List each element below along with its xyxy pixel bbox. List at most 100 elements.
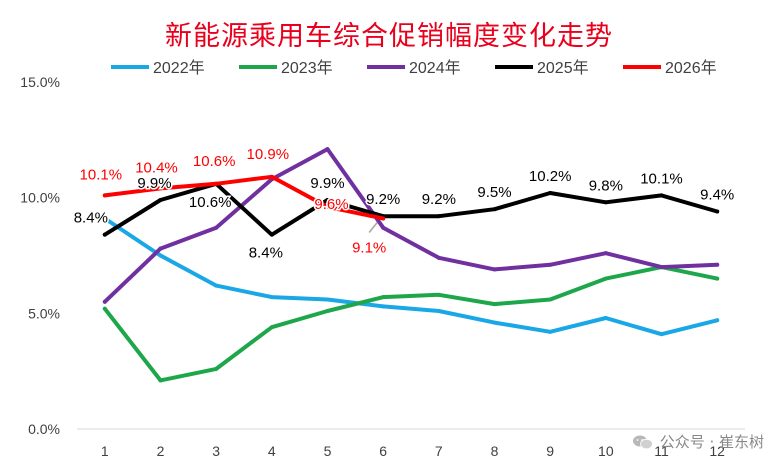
x-tick-label: 4 (268, 443, 276, 459)
data-label-2026: 10.6% (193, 153, 236, 170)
data-point (548, 191, 553, 196)
data-label-2025: 9.2% (422, 191, 456, 208)
data-label-2026: 10.1% (80, 166, 123, 183)
data-point (603, 276, 608, 281)
data-point (715, 209, 720, 214)
x-tick-label: 1 (101, 443, 109, 459)
data-point (102, 232, 107, 237)
data-point (325, 309, 330, 314)
legend-label: 2025年 (537, 59, 589, 77)
data-point (214, 283, 219, 288)
data-point (158, 197, 163, 202)
data-point (158, 253, 163, 258)
data-point (102, 193, 107, 198)
data-point (158, 186, 163, 191)
data-point (158, 246, 163, 251)
x-tick-label: 11 (654, 443, 669, 459)
y-tick-label: 0.0% (28, 421, 60, 437)
data-point (548, 262, 553, 267)
data-label-2025: 10.6% (189, 194, 232, 211)
x-tick-label: 10 (598, 443, 614, 459)
data-point (381, 304, 386, 309)
data-point (325, 147, 330, 152)
data-point (102, 306, 107, 311)
data-point (214, 366, 219, 371)
data-label-2026: 10.4% (135, 159, 178, 176)
data-point (269, 295, 274, 300)
data-label-2026: 9.1% (352, 239, 386, 256)
data-point (214, 181, 219, 186)
legend-label: 2024年 (409, 59, 461, 77)
data-point (436, 309, 441, 314)
data-point (102, 216, 107, 221)
data-label-2026: 10.9% (247, 146, 290, 163)
data-point (214, 225, 219, 230)
series-line-2022年 (102, 216, 720, 337)
x-tick-label: 5 (324, 443, 332, 459)
x-tick-label: 8 (491, 443, 499, 459)
data-label-2025: 9.5% (477, 184, 511, 201)
data-point (659, 265, 664, 270)
watermark-text: 公众号 · 崔东树 (659, 433, 764, 451)
data-point (492, 302, 497, 307)
data-point (102, 299, 107, 304)
data-point (436, 214, 441, 219)
y-tick-label: 5.0% (28, 305, 60, 321)
legend-label: 2026年 (665, 59, 717, 77)
y-tick-label: 15.0% (20, 74, 60, 90)
x-tick-label: 12 (709, 443, 725, 459)
x-tick-label: 2 (157, 443, 165, 459)
data-point (715, 318, 720, 323)
data-point (158, 378, 163, 383)
data-point (325, 297, 330, 302)
x-tick-label: 9 (546, 443, 554, 459)
data-point (492, 267, 497, 272)
watermark: 公众号 · 崔东树 (632, 431, 764, 452)
data-label-2025: 10.1% (640, 170, 683, 187)
data-point (492, 207, 497, 212)
data-label-2025: 9.9% (137, 175, 171, 192)
data-label-2025: 9.2% (366, 191, 400, 208)
data-point (492, 320, 497, 325)
data-point (436, 292, 441, 297)
data-point (381, 295, 386, 300)
data-point (603, 200, 608, 205)
x-tick-label: 3 (212, 443, 220, 459)
data-label-leader (368, 222, 378, 233)
data-point (269, 174, 274, 179)
series-line-2024年 (102, 147, 720, 304)
data-point (325, 204, 330, 209)
data-point (715, 262, 720, 267)
legend-label: 2023年 (281, 59, 333, 77)
data-label-2026: 9.6% (314, 196, 348, 213)
legend-label: 2022年 (153, 59, 205, 77)
data-point (381, 216, 386, 221)
series-line-2026年 (102, 174, 386, 221)
data-point (269, 325, 274, 330)
data-point (659, 332, 664, 337)
wechat-icon (632, 435, 653, 449)
y-tick-label: 10.0% (20, 190, 60, 206)
data-label-2025: 9.8% (589, 177, 623, 194)
x-tick-label: 6 (379, 443, 387, 459)
data-point (715, 276, 720, 281)
data-point (548, 329, 553, 334)
data-point (325, 197, 330, 202)
data-label-2025: 9.4% (700, 187, 734, 204)
data-point (603, 251, 608, 256)
series-line-2023年 (102, 265, 720, 383)
data-point (603, 315, 608, 320)
data-label-2025: 8.4% (74, 210, 108, 227)
x-tick-label: 7 (435, 443, 443, 459)
data-point (269, 232, 274, 237)
data-point (548, 297, 553, 302)
data-label-2025: 9.9% (310, 175, 344, 192)
data-point (381, 225, 386, 230)
data-label-2025: 8.4% (249, 245, 283, 262)
data-label-2025: 10.2% (529, 168, 572, 185)
chart-title: 新能源乘用车综合促销幅度变化走势 (165, 21, 613, 52)
data-point (436, 255, 441, 260)
data-point (659, 193, 664, 198)
